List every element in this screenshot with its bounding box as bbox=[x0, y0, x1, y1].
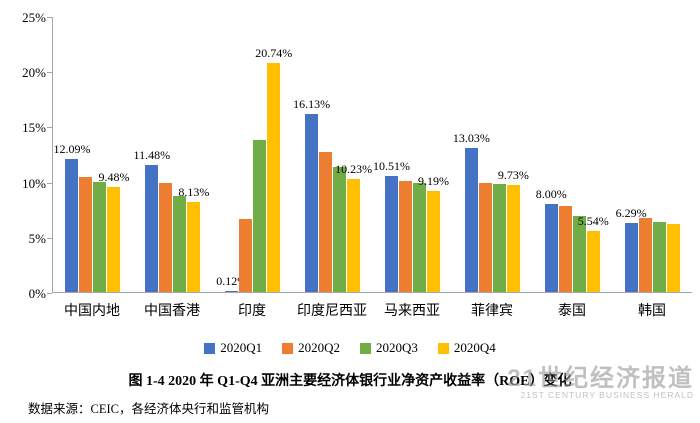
bar-2020Q4-马来西亚: 9.19% bbox=[418, 174, 449, 292]
legend-swatch bbox=[360, 342, 371, 354]
y-tick-mark bbox=[47, 127, 52, 129]
bar-data-label: 9.73% bbox=[497, 167, 529, 182]
bar-data-label: 12.09% bbox=[53, 141, 91, 156]
bar-2020Q2-印度尼西亚 bbox=[319, 151, 333, 292]
legend-label: 2020Q1 bbox=[220, 340, 263, 355]
bar-group: 13.03% 9.73% bbox=[452, 17, 532, 292]
y-tick-label: 5% bbox=[28, 230, 46, 246]
y-tick-mark bbox=[47, 72, 52, 74]
bar-2020Q2-菲律宾 bbox=[478, 182, 492, 292]
bar-2020Q3-韩国 bbox=[652, 222, 666, 292]
bar-group: 0.12% 20.74% bbox=[213, 17, 293, 292]
x-category-label: 印度尼西亚 bbox=[297, 304, 367, 319]
chart-legend: 2020Q1 2020Q2 2020Q3 2020Q4 bbox=[0, 340, 700, 356]
legend-item-2020Q1: 2020Q1 bbox=[204, 340, 262, 356]
bar-group: 8.00% 5.54% bbox=[532, 17, 612, 292]
bar-2020Q2-韩国 bbox=[638, 218, 652, 292]
bar-2020Q4-菲律宾: 9.73% bbox=[498, 168, 529, 292]
bar-2020Q2-马来西亚 bbox=[398, 180, 412, 292]
bar-2020Q2-泰国 bbox=[558, 205, 572, 292]
legend-label: 2020Q2 bbox=[298, 340, 340, 355]
bar-2020Q3-马来西亚 bbox=[412, 182, 426, 292]
legend-item-2020Q4: 2020Q4 bbox=[437, 340, 496, 356]
bar-data-label: 8.13% bbox=[178, 185, 210, 200]
bar-2020Q1-印度: 0.12% bbox=[216, 274, 247, 292]
bar-2020Q4-印度尼西亚: 10.23% bbox=[335, 162, 372, 292]
chart-title: 图 1-4 2020 年 Q1-Q4 亚洲主要经济体银行业净资产收益率（ROE）… bbox=[128, 374, 572, 389]
x-category-label: 中国内地 bbox=[64, 304, 120, 319]
bar-2020Q1-泰国: 8.00% bbox=[536, 187, 567, 292]
bar-2020Q4-印度: 20.74% bbox=[255, 46, 292, 292]
bar-2020Q1-韩国: 6.29% bbox=[616, 206, 647, 292]
y-tick-label: 15% bbox=[22, 120, 46, 136]
plot-area: 12.09% 9.48% 11.48% 8.13% 0.12% 20.74% 16.13% 1… bbox=[52, 17, 692, 293]
bar-2020Q4-中国香港: 8.13% bbox=[178, 185, 209, 292]
bar-data-label: 20.74% bbox=[255, 46, 293, 61]
legend-swatch bbox=[282, 342, 294, 354]
bar-data-label: 8.00% bbox=[535, 186, 567, 201]
x-category-label: 中国香港 bbox=[144, 304, 200, 319]
watermark-english-text: 21ST CENTURY BUSINESS HERALD bbox=[520, 390, 694, 401]
bar-2020Q4-韩国 bbox=[666, 223, 680, 292]
bar-data-label: 11.48% bbox=[133, 148, 171, 163]
y-tick-label: 20% bbox=[22, 65, 46, 81]
bar-data-label: 13.03% bbox=[452, 131, 490, 146]
bar-2020Q1-中国香港: 11.48% bbox=[134, 148, 170, 292]
bar-data-label: 6.29% bbox=[615, 205, 647, 220]
y-tick-mark bbox=[47, 17, 52, 18]
bar-2020Q3-中国内地 bbox=[93, 181, 107, 292]
bar-group: 6.29% bbox=[612, 17, 692, 292]
bar-group: 10.51% 9.19% bbox=[373, 17, 453, 292]
x-category-label: 印度 bbox=[238, 304, 266, 319]
y-tick-label: 0% bbox=[28, 286, 46, 301]
legend-item-2020Q2: 2020Q2 bbox=[282, 340, 340, 356]
bar-data-label: 9.48% bbox=[98, 170, 130, 185]
bar-2020Q1-菲律宾: 13.03% bbox=[453, 131, 490, 292]
bar-group: 12.09% 9.48% bbox=[53, 17, 133, 292]
bar-data-label: 9.19% bbox=[417, 173, 449, 188]
y-tick-mark bbox=[47, 293, 52, 294]
y-tick-mark bbox=[47, 237, 52, 239]
bar-2020Q1-马来西亚: 10.51% bbox=[373, 159, 410, 292]
bar-2020Q2-中国内地 bbox=[79, 177, 93, 292]
bar-2020Q3-印度 bbox=[253, 139, 267, 292]
bar-group: 16.13% 10.23% bbox=[293, 17, 373, 292]
bar-2020Q1-印度尼西亚: 16.13% bbox=[293, 97, 330, 292]
x-axis-category-labels: 中国内地 中国香港 印度 印度尼西亚 马来西亚 菲律宾 泰国 韩国 bbox=[52, 300, 692, 320]
legend-item-2020Q3: 2020Q3 bbox=[360, 340, 418, 356]
data-source-note: 数据来源：CEIC，各经济体央行和监管机构 bbox=[28, 402, 269, 416]
bar-data-label: 10.51% bbox=[372, 158, 410, 173]
bar-data-label: 5.54% bbox=[577, 213, 609, 228]
bar-data-label: 16.13% bbox=[293, 96, 331, 111]
legend-label: 2020Q3 bbox=[376, 340, 418, 355]
bar-2020Q2-印度 bbox=[239, 219, 253, 292]
x-category-label: 菲律宾 bbox=[471, 304, 513, 319]
bar-2020Q4-泰国: 5.54% bbox=[578, 214, 609, 292]
bar-2020Q4-中国内地: 9.48% bbox=[98, 170, 129, 292]
legend-swatch bbox=[437, 342, 449, 354]
bar-2020Q3-印度尼西亚 bbox=[333, 167, 347, 292]
bar-data-label: 10.23% bbox=[335, 162, 373, 177]
x-category-label: 马来西亚 bbox=[384, 304, 440, 319]
legend-label: 2020Q4 bbox=[453, 340, 496, 355]
bar-2020Q2-中国香港 bbox=[159, 182, 173, 292]
bar-group: 11.48% 8.13% bbox=[133, 17, 213, 292]
y-tick-mark bbox=[47, 182, 52, 184]
bar-2020Q3-泰国 bbox=[572, 215, 586, 292]
bar-2020Q3-菲律宾 bbox=[492, 183, 506, 292]
x-category-label: 泰国 bbox=[558, 304, 586, 319]
legend-swatch bbox=[204, 342, 216, 354]
y-tick-label: 25% bbox=[22, 10, 46, 25]
y-tick-label: 10% bbox=[22, 175, 46, 191]
bar-2020Q1-中国内地: 12.09% bbox=[53, 142, 90, 292]
x-category-label: 韩国 bbox=[638, 304, 666, 319]
bar-2020Q3-中国香港 bbox=[173, 195, 187, 292]
